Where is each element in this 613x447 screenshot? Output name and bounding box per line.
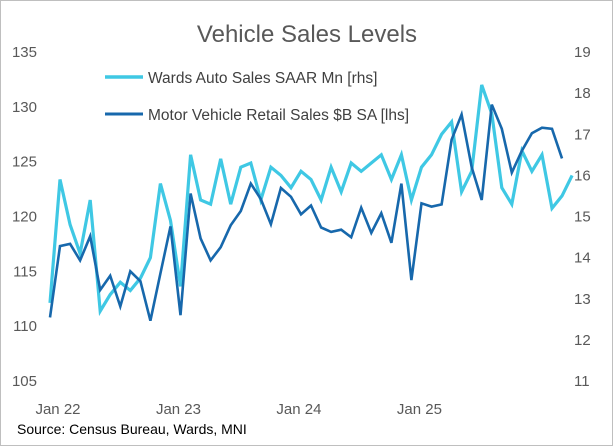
right-tick-label: 18 bbox=[574, 85, 591, 102]
legend: Wards Auto Sales SAAR Mn [rhs] Motor Veh… bbox=[105, 70, 409, 124]
right-tick-label: 19 bbox=[574, 44, 591, 61]
x-tick-label: Jan 25 bbox=[397, 401, 442, 418]
left-tick-label: 110 bbox=[13, 318, 37, 335]
x-tick-label: Jan 24 bbox=[276, 401, 321, 418]
source-note: Source: Census Bureau, Wards, MNI bbox=[17, 421, 247, 437]
chart-title: Vehicle Sales Levels bbox=[197, 21, 417, 48]
series-line-wards bbox=[48, 84, 574, 317]
plot-lines bbox=[48, 84, 574, 322]
series-line-retail bbox=[48, 104, 564, 322]
x-tick-label: Jan 23 bbox=[156, 401, 201, 418]
legend-label-retail: Motor Vehicle Retail Sales $B SA [lhs] bbox=[148, 107, 409, 124]
right-axis-ticks: 11 12 13 14 15 16 17 18 19 bbox=[574, 44, 591, 390]
left-tick-label: 130 bbox=[12, 99, 37, 116]
right-tick-label: 13 bbox=[574, 291, 591, 308]
x-axis-ticks: Jan 22 Jan 23 Jan 24 Jan 25 bbox=[35, 401, 441, 418]
left-tick-label: 135 bbox=[12, 44, 37, 61]
legend-label-wards: Wards Auto Sales SAAR Mn [rhs] bbox=[148, 70, 377, 87]
right-tick-label: 17 bbox=[574, 126, 591, 143]
right-tick-label: 16 bbox=[574, 167, 591, 184]
left-tick-label: 115 bbox=[13, 263, 37, 280]
right-tick-label: 15 bbox=[574, 209, 591, 226]
right-tick-label: 12 bbox=[574, 332, 591, 349]
x-tick-label: Jan 22 bbox=[35, 401, 80, 418]
right-tick-label: 11 bbox=[574, 373, 590, 390]
left-axis-ticks: 105 110 115 120 125 130 135 bbox=[12, 44, 37, 390]
left-tick-label: 105 bbox=[12, 373, 37, 390]
left-tick-label: 125 bbox=[12, 154, 37, 171]
right-tick-label: 14 bbox=[574, 250, 591, 267]
left-tick-label: 120 bbox=[12, 209, 37, 226]
